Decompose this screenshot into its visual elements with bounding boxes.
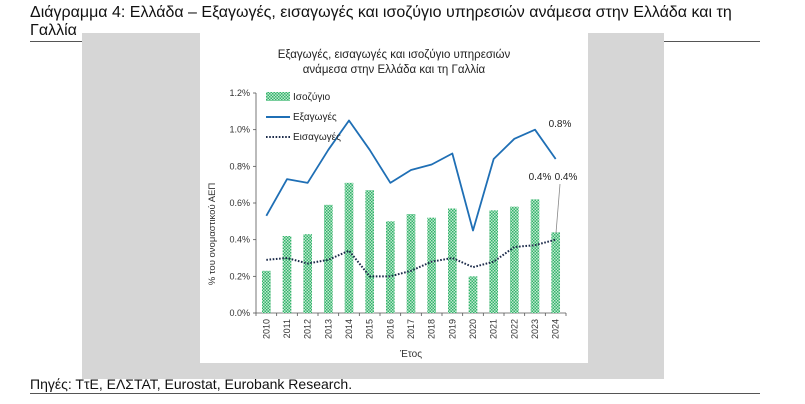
exports-line: [265, 119, 557, 232]
balance-bar-2015: [365, 190, 375, 313]
y-axis-label: % του ονομαστικού ΑΕΠ: [207, 183, 218, 286]
chart-title-line-1: Εξαγωγές, εισαγωγές και ισοζύγιο υπηρεσι…: [278, 49, 511, 61]
balance-bar-2020: [468, 276, 478, 313]
x-tick-label: 2011: [282, 319, 292, 338]
balance-bar-2022: [509, 206, 519, 313]
x-tick-label: 2024: [551, 319, 561, 339]
x-tick-label: 2020: [468, 319, 478, 339]
y-tick-label: 0.4%: [229, 235, 250, 245]
bottom-divider: [30, 393, 760, 394]
legend: Ισοζύγιο Εξαγωγές Εισαγωγές: [266, 91, 341, 143]
x-tick-label: 2010: [261, 319, 271, 339]
balance-bars: [261, 182, 561, 313]
legend-label-imports: Εισαγωγές: [293, 131, 341, 143]
annotation-exports-2024: 0.8%: [549, 119, 572, 130]
x-tick-label: 2012: [303, 319, 313, 339]
x-axis-label: Έτος: [399, 349, 422, 360]
x-tick-label: 2018: [427, 319, 437, 339]
chart-title-line-2: ανάμεσα στην Ελλάδα και τη Γαλλία: [303, 64, 486, 76]
y-tick-label: 0.2%: [229, 271, 250, 281]
x-tick-label: 2019: [447, 319, 457, 339]
balance-bar-2013: [323, 204, 333, 313]
source-note: Πηγές: ΤτΕ, ΕΛΣΤΑΤ, Eurostat, Eurobank R…: [30, 376, 353, 392]
annotation-leader: [555, 183, 561, 234]
y-tick-label: 0.6%: [229, 198, 250, 208]
imports-line: [266, 238, 556, 278]
annotation-balance-2024: 0.4%: [555, 172, 578, 183]
chart-card: Εξαγωγές, εισαγωγές και ισοζύγιο υπηρεσι…: [200, 33, 588, 363]
balance-bar-2010: [261, 270, 271, 313]
balance-bar-2017: [406, 214, 416, 313]
balance-bar-2012: [303, 234, 313, 313]
balance-bar-2024: [551, 232, 561, 313]
document-title: Διάγραμμα 4: Ελλάδα – Εξαγωγές, εισαγωγέ…: [30, 4, 732, 39]
x-tick-label: 2023: [530, 319, 540, 339]
balance-bar-2018: [427, 217, 437, 313]
balance-bar-2023: [530, 199, 540, 313]
x-tick-label: 2017: [406, 319, 416, 339]
balance-bar-2021: [489, 210, 499, 313]
balance-bar-2011: [282, 236, 292, 313]
x-tick-label: 2015: [365, 319, 375, 339]
x-tick-label: 2016: [385, 319, 395, 339]
legend-label-exports: Εξαγωγές: [293, 111, 337, 123]
x-tick-label: 2013: [323, 319, 333, 339]
y-tick-label: 0.0%: [229, 308, 250, 318]
legend-swatch-balance: [266, 92, 290, 101]
series-lines: [265, 119, 557, 278]
y-tick-label: 1.2%: [229, 88, 250, 98]
y-tick-label: 0.8%: [229, 161, 250, 171]
balance-bar-2014: [344, 182, 354, 313]
balance-bar-2016: [385, 221, 395, 313]
x-tick-label: 2021: [489, 319, 499, 339]
x-tick-label: 2022: [509, 319, 519, 339]
axis-ticks: 0.0% 0.2% 0.4% 0.6% 0.8% 1.0% 1.2% 2010 2011 2012…: [229, 88, 567, 339]
balance-bar-2019: [447, 208, 457, 313]
services-trade-chart: Εξαγωγές, εισαγωγές και ισοζύγιο υπηρεσι…: [207, 49, 578, 360]
annotation-imports-2024: 0.4%: [529, 172, 552, 183]
legend-label-balance: Ισοζύγιο: [293, 91, 331, 103]
x-tick-label: 2014: [344, 319, 354, 339]
y-tick-label: 1.0%: [229, 125, 250, 135]
